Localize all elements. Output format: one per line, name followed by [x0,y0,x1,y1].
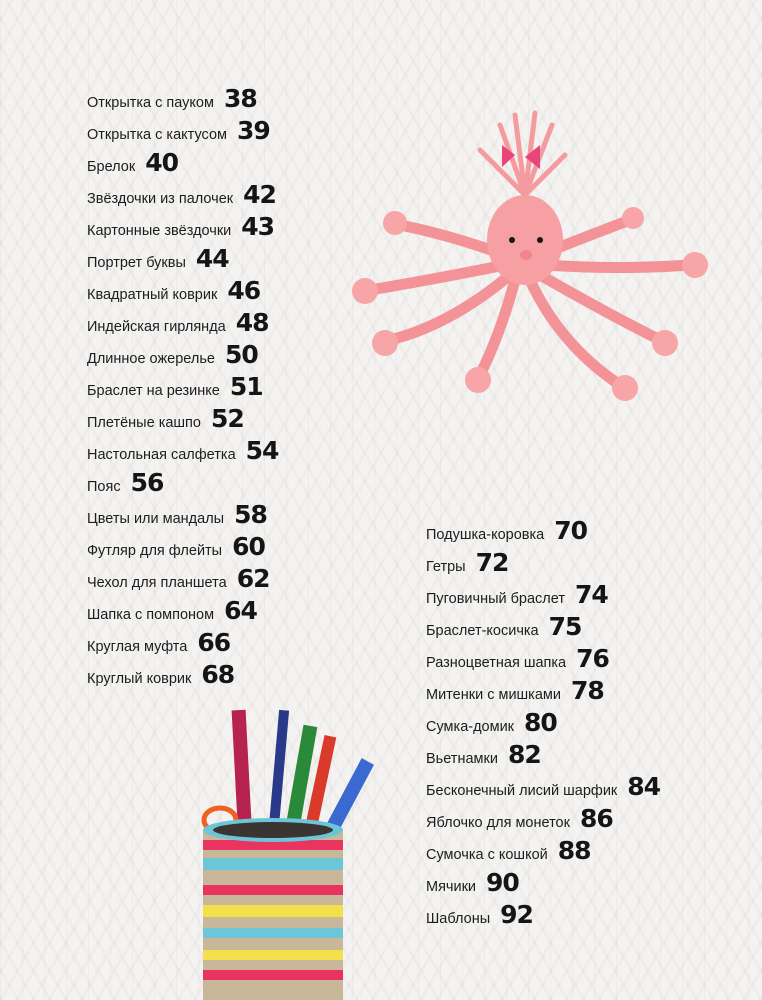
toc-entry-title: Портрет буквы [87,255,186,271]
toc-entry-title: Вьетнамки [426,751,498,767]
toc-entry: Квадратный коврик 46 [87,276,261,308]
toc-entry-page: 80 [524,708,558,737]
toc-entry-page: 44 [195,244,230,273]
toc-entry-title: Яблочко для монеток [426,815,570,831]
toc-entry: Открытка с кактусом 39 [87,116,271,148]
toc-entry-title: Квадратный коврик [87,287,218,303]
toc-entry: Сумка-домик 80 [426,708,558,740]
toc-entry-page: 43 [241,212,275,241]
toc-entry-page: 76 [576,644,610,673]
toc-entry: Разноцветная шапка 76 [426,644,610,676]
toc-entry: Картонные звёздочки 43 [87,212,275,244]
toc-entry: Плетёные кашпо 52 [87,404,245,436]
toc-entry-title: Чехол для планшета [87,575,227,591]
toc-entry-title: Длинное ожерелье [87,351,215,367]
toc-entry-page: 46 [227,276,261,305]
toc-entry: Яблочко для монеток 86 [426,804,614,836]
toc-entry: Гетры 72 [426,548,510,580]
toc-entry-page: 70 [554,516,588,545]
toc-entry: Шаблоны 92 [426,900,534,932]
toc-entry-page: 56 [130,468,165,497]
toc-entry: Пояс 56 [87,468,165,500]
toc-entry-title: Звёздочки из палочек [87,191,234,207]
toc-entry-title: Подушка-коровка [426,527,545,543]
toc-entry-page: 66 [197,628,231,657]
toc-entry: Круглая муфта 66 [87,628,231,660]
toc-entry-title: Сумка-домик [426,719,515,735]
toc-entry-title: Бесконечный лисий шарфик [426,783,618,799]
toc-entry-title: Шаблоны [426,911,491,927]
toc-entry-title: Футляр для флейты [87,543,223,559]
pencil-cup-image [201,709,375,1000]
toc-entry-page: 50 [224,340,259,369]
toc-entry: Чехол для планшета 62 [87,564,271,596]
toc-entry: Круглый коврик 68 [87,660,235,692]
toc-entry: Цветы или мандалы 58 [87,500,268,532]
toc-entry: Браслет на резинке 51 [87,372,264,404]
toc-entry-page: 88 [557,836,592,865]
toc-entry-page: 42 [243,180,277,209]
toc-entry-title: Открытка с пауком [87,95,214,111]
toc-entry-title: Пояс [87,479,121,495]
toc-entry: Портрет буквы 44 [87,244,230,276]
toc-entry: Длинное ожерелье 50 [87,340,259,372]
toc-entry-title: Шапка с помпоном [87,607,215,623]
toc-entry-page: 62 [236,564,271,593]
toc-entry-page: 58 [234,500,268,529]
toc-entry-page: 40 [145,148,179,177]
toc-entry-title: Плетёные кашпо [87,415,201,431]
toc-entry-page: 92 [500,900,534,929]
toc-entry: Шапка с помпоном 64 [87,596,258,628]
toc-entry: Вьетнамки 82 [426,740,542,772]
toc-entry-page: 48 [235,308,270,337]
toc-entry-page: 82 [507,740,542,769]
toc-entry: Сумочка с кошкой 88 [426,836,592,868]
toc-entry: Настольная салфетка 54 [87,436,280,468]
toc-entry-page: 78 [570,676,605,705]
toc-entry: Звёздочки из палочек 42 [87,180,277,212]
toc-entry-title: Сумочка с кошкой [426,847,548,863]
toc-entry-title: Митенки с мишками [426,687,561,703]
toc-entry: Индейская гирлянда 48 [87,308,270,340]
yarn-octopus-image [352,110,708,401]
toc-entry: Открытка с пауком 38 [87,84,258,116]
toc-entry-page: 52 [210,404,245,433]
toc-entry-page: 86 [579,804,614,833]
toc-entry-title: Настольная салфетка [87,447,236,463]
toc-entry-title: Открытка с кактусом [87,127,227,143]
toc-entry-title: Браслет-косичка [426,623,539,639]
toc-entry-page: 68 [201,660,235,689]
toc-entry-title: Брелок [87,159,136,175]
toc-entry-page: 72 [475,548,510,577]
toc-entry-page: 84 [627,772,661,801]
toc-entry-title: Разноцветная шапка [426,655,567,671]
toc-entry-page: 39 [237,116,271,145]
toc-entry: Бесконечный лисий шарфик 84 [426,772,661,804]
toc-entry-page: 60 [232,532,266,561]
toc-entry-title: Браслет на резинке [87,383,220,399]
toc-entry-page: 38 [223,84,258,113]
toc-entry: Пуговичный браслет 74 [426,580,609,612]
toc-entry-page: 75 [548,612,583,641]
toc-entry-page: 64 [224,596,258,625]
toc-entry: Подушка-коровка 70 [426,516,588,548]
toc-entry-page: 90 [486,868,520,897]
toc-entry-title: Пуговичный браслет [426,591,565,607]
toc-entry-title: Картонные звёздочки [87,223,232,239]
toc-entry-title: Гетры [426,559,466,575]
toc-entry: Брелок 40 [87,148,179,180]
toc-entry: Митенки с мишками 78 [426,676,605,708]
toc-entry-title: Индейская гирлянда [87,319,226,335]
toc-entry: Мячики 90 [426,868,520,900]
toc-entry-page: 54 [245,436,280,465]
toc-entry-title: Круглая муфта [87,639,188,655]
toc-entry: Футляр для флейты 60 [87,532,266,564]
toc-entry-title: Круглый коврик [87,671,192,687]
toc-entry-title: Цветы или мандалы [87,511,225,527]
toc-entry-page: 74 [575,580,609,609]
toc-entry: Браслет-косичка 75 [426,612,583,644]
toc-entry-page: 51 [229,372,264,401]
toc-entry-title: Мячики [426,879,477,895]
